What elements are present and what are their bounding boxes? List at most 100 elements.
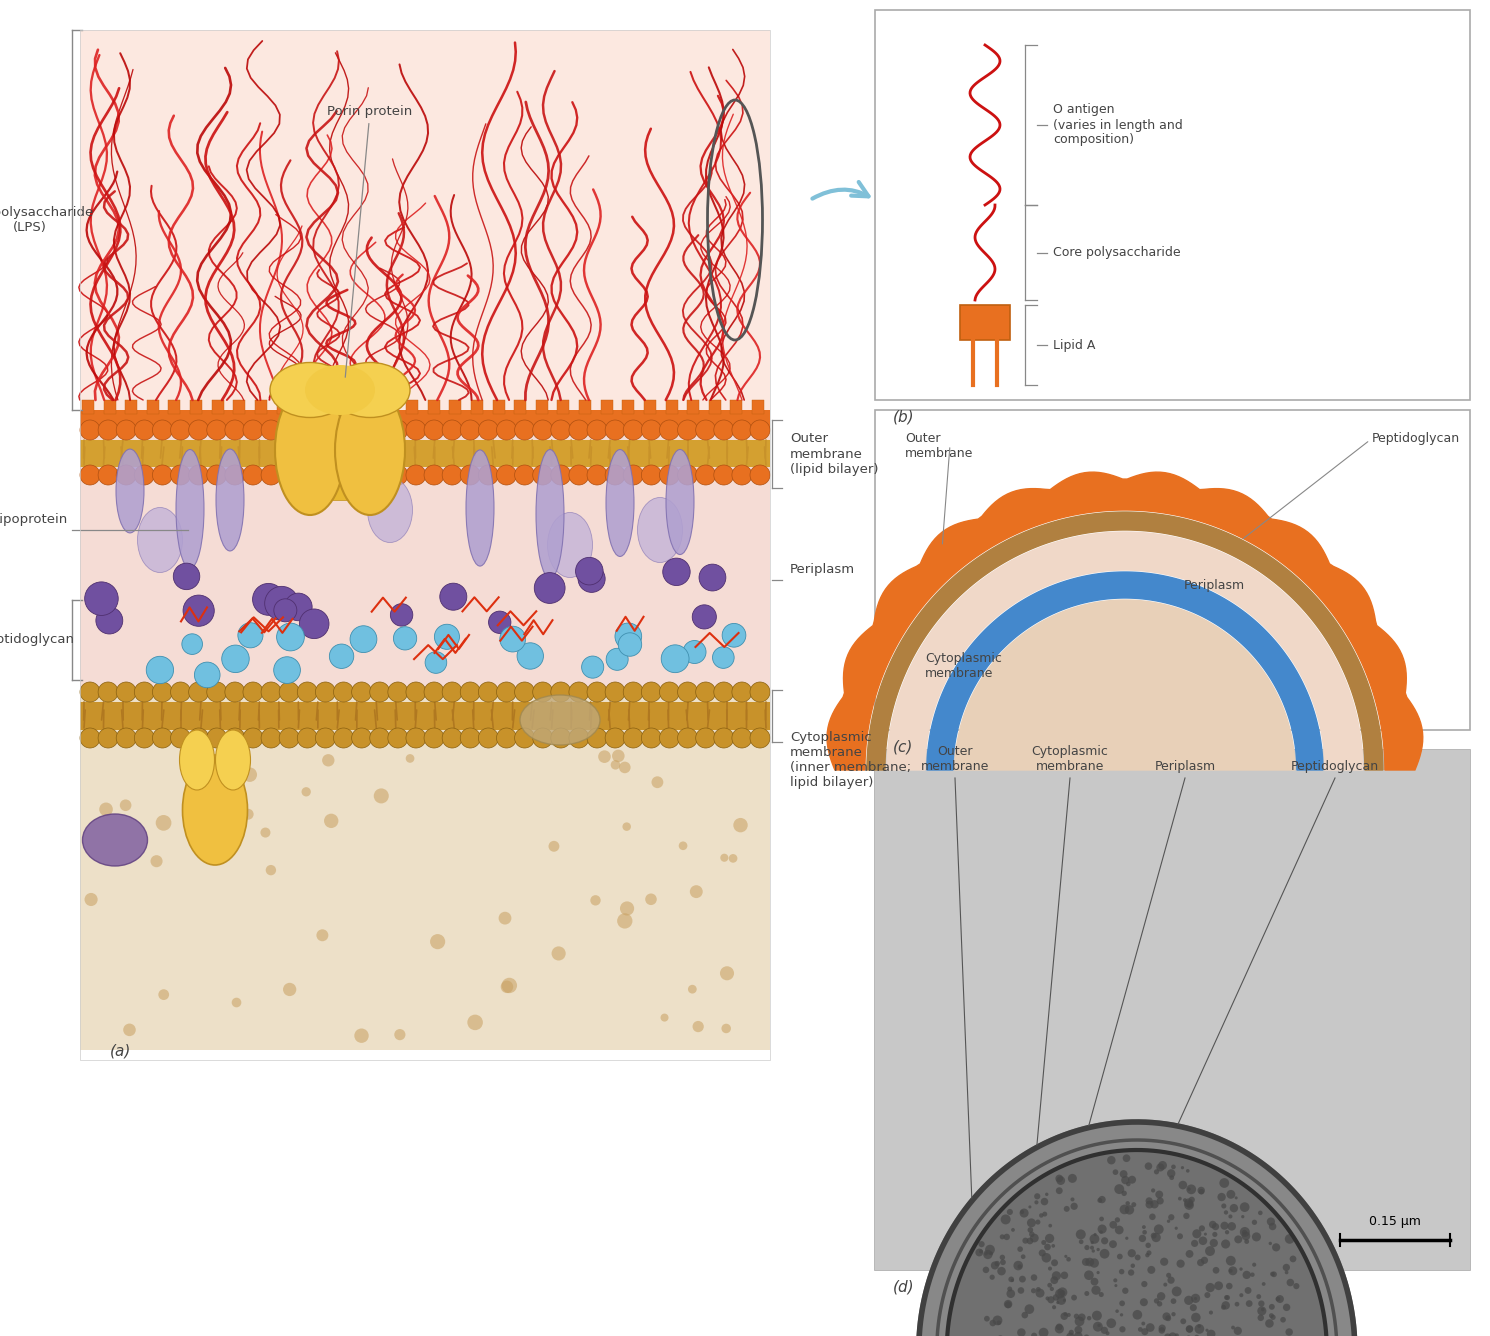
Circle shape <box>983 1267 989 1273</box>
Circle shape <box>1074 1316 1085 1327</box>
Circle shape <box>1258 1210 1262 1216</box>
Circle shape <box>478 465 498 485</box>
Circle shape <box>1167 1273 1171 1277</box>
Circle shape <box>1018 1246 1024 1252</box>
Polygon shape <box>949 1152 1325 1336</box>
Bar <box>623 399 635 414</box>
Text: Lipopolysaccharide
(LPS): Lipopolysaccharide (LPS) <box>0 206 94 234</box>
Circle shape <box>1076 1229 1086 1240</box>
Circle shape <box>405 420 426 440</box>
Circle shape <box>134 420 155 440</box>
Bar <box>212 399 224 414</box>
Circle shape <box>265 587 298 620</box>
Circle shape <box>1228 1214 1232 1218</box>
Circle shape <box>393 627 417 651</box>
Circle shape <box>1052 1244 1055 1248</box>
Circle shape <box>985 1252 988 1256</box>
Circle shape <box>1119 1269 1125 1275</box>
Circle shape <box>1101 1327 1109 1333</box>
Circle shape <box>189 465 209 485</box>
Circle shape <box>1100 1230 1103 1234</box>
Circle shape <box>1208 1311 1213 1315</box>
Circle shape <box>1047 1296 1055 1304</box>
Circle shape <box>116 465 136 485</box>
Circle shape <box>590 895 600 906</box>
Circle shape <box>352 728 371 748</box>
Circle shape <box>279 465 299 485</box>
Circle shape <box>1167 1220 1170 1222</box>
Circle shape <box>355 1029 368 1043</box>
Circle shape <box>1068 1329 1074 1335</box>
Circle shape <box>1146 1253 1150 1257</box>
Ellipse shape <box>216 449 244 550</box>
Circle shape <box>1122 1288 1128 1295</box>
Circle shape <box>1240 1226 1250 1237</box>
Circle shape <box>1141 1281 1147 1287</box>
Circle shape <box>1225 1295 1231 1300</box>
Ellipse shape <box>466 450 495 566</box>
Circle shape <box>1110 1221 1118 1229</box>
Circle shape <box>587 465 606 485</box>
Circle shape <box>1027 1237 1034 1244</box>
Circle shape <box>1244 1287 1252 1293</box>
Circle shape <box>1271 1315 1275 1320</box>
Circle shape <box>623 420 644 440</box>
Circle shape <box>1131 1264 1135 1268</box>
Bar <box>687 399 699 414</box>
Circle shape <box>1064 1255 1067 1259</box>
Circle shape <box>989 1252 994 1256</box>
Circle shape <box>983 1249 992 1259</box>
Circle shape <box>1039 1328 1049 1336</box>
Circle shape <box>989 1320 997 1327</box>
Circle shape <box>478 420 498 440</box>
Circle shape <box>1252 1220 1258 1225</box>
Text: Cytoplasmic
membrane: Cytoplasmic membrane <box>1031 745 1109 774</box>
Bar <box>320 399 332 414</box>
Circle shape <box>732 465 752 485</box>
Circle shape <box>1119 1327 1125 1332</box>
Circle shape <box>1085 1257 1094 1267</box>
Circle shape <box>1182 1166 1185 1169</box>
Circle shape <box>617 914 632 929</box>
Circle shape <box>1013 1261 1024 1271</box>
Circle shape <box>134 728 155 748</box>
Circle shape <box>548 840 559 852</box>
Circle shape <box>478 681 498 701</box>
Circle shape <box>1177 1233 1183 1240</box>
Circle shape <box>1052 1305 1056 1309</box>
Text: Outer
membrane
(lipid bilayer): Outer membrane (lipid bilayer) <box>790 433 879 476</box>
Circle shape <box>1183 1198 1188 1202</box>
Circle shape <box>1079 1313 1086 1321</box>
Circle shape <box>116 420 136 440</box>
Circle shape <box>1100 1217 1104 1221</box>
Circle shape <box>283 983 297 997</box>
Circle shape <box>170 465 191 485</box>
Circle shape <box>1000 1234 1004 1240</box>
Circle shape <box>514 728 535 748</box>
Circle shape <box>1229 1269 1232 1273</box>
Circle shape <box>207 681 226 701</box>
Ellipse shape <box>137 508 182 573</box>
Circle shape <box>425 652 447 673</box>
Circle shape <box>279 420 299 440</box>
Circle shape <box>1022 1312 1028 1319</box>
Circle shape <box>1261 1308 1265 1312</box>
Circle shape <box>729 854 738 863</box>
Circle shape <box>732 681 752 701</box>
Circle shape <box>1186 1325 1193 1332</box>
Bar <box>450 399 462 414</box>
Ellipse shape <box>335 385 405 514</box>
Circle shape <box>387 728 408 748</box>
Ellipse shape <box>182 755 247 864</box>
Circle shape <box>468 1014 483 1030</box>
Circle shape <box>1198 1324 1201 1328</box>
Circle shape <box>1167 1277 1174 1284</box>
Circle shape <box>261 827 271 838</box>
Circle shape <box>1159 1327 1165 1333</box>
Bar <box>191 399 203 414</box>
Circle shape <box>1219 1178 1229 1188</box>
Circle shape <box>1146 1250 1152 1256</box>
Circle shape <box>134 465 155 485</box>
Circle shape <box>222 645 249 672</box>
Circle shape <box>1061 1312 1068 1320</box>
